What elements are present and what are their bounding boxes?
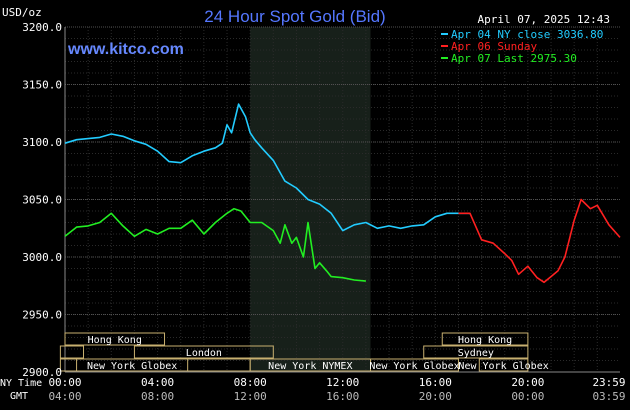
market-session-label: New York Globex [458,361,548,372]
market-session-label: Hong Kong [458,335,512,346]
price-series-line-0 [64,103,470,232]
market-session-box [370,358,459,372]
nymex-highlight-band [250,27,371,372]
y-tick-label: 3150.0 [22,79,62,92]
x-tick-label-gmt: 03:59 [592,390,625,403]
y-tick-label: 3200.0 [22,21,62,34]
timestamp: April 07, 2025 12:43 [478,13,610,26]
market-session-label: Sydney [458,348,494,359]
units-label: USD/oz [2,6,42,19]
x-tick-label-gmt: 00:00 [511,390,544,403]
x-tick-label-gmt: 16:00 [326,390,359,403]
gmt-row-label: GMT [10,391,28,402]
x-tick-label-gmt: 12:00 [234,390,267,403]
x-tick-label-gmt: 08:00 [141,390,174,403]
y-tick-label: 3000.0 [22,251,62,264]
market-session-box [76,358,189,372]
price-series-line-2 [64,207,366,282]
y-tick-label: 3100.0 [22,136,62,149]
x-tick-label-ny: 00:00 [48,376,81,389]
x-tick-label-ny: 12:00 [326,376,359,389]
market-session-box [59,345,85,359]
market-session-label: New York NYMEX [268,361,352,372]
market-session-label: London [186,348,222,359]
market-session-label: New York Globex [87,361,177,372]
market-session-box [423,345,529,359]
market-session-label: Hong Kong [88,335,142,346]
y-tick-label: 3050.0 [22,194,62,207]
price-series-line-1 [458,198,621,284]
legend-entry: Apr 07 Last 2975.30 [451,52,577,65]
market-session-box [133,345,274,359]
x-tick-label-ny: 08:00 [234,376,267,389]
x-tick-label-ny: 16:00 [419,376,452,389]
chart-title: 24 Hour Spot Gold (Bid) [204,7,385,26]
market-session-box [478,358,529,372]
x-tick-label-gmt: 20:00 [419,390,452,403]
site-url: www.kitco.com [67,41,184,58]
y-tick-label: 2900.0 [22,366,62,379]
x-tick-label-ny: 20:00 [511,376,544,389]
market-session-label: New York Globex [369,361,459,372]
legend-entry: Apr 06 Sunday [451,40,537,53]
x-tick-label-ny: 04:00 [141,376,174,389]
legend-entry: Apr 04 NY close 3036.80 [451,28,603,41]
ny-time-row-label: NY Time [0,378,42,389]
x-tick-label-gmt: 04:00 [48,390,81,403]
y-tick-label: 2950.0 [22,309,62,322]
x-tick-label-ny: 23:59 [592,376,625,389]
market-session-box [64,332,166,346]
market-session-box [441,332,529,346]
